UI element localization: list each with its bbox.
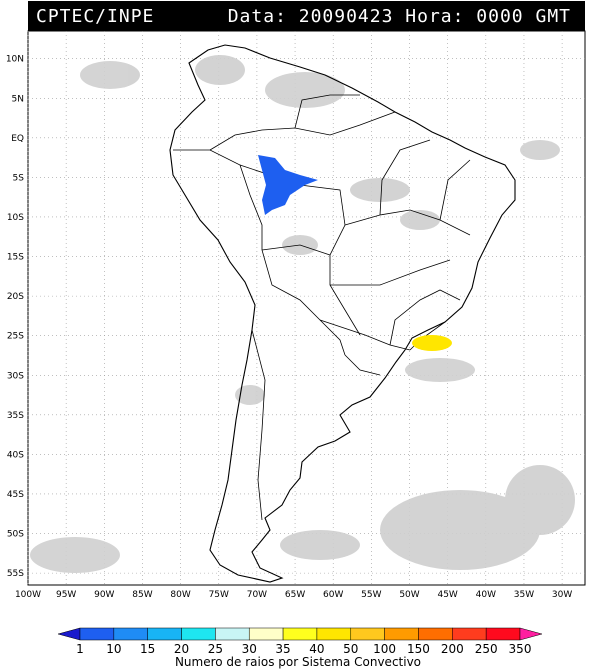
south-america-coastline xyxy=(169,44,516,583)
colorbar-arrow-left xyxy=(57,627,81,641)
colorbar-segment xyxy=(350,627,385,641)
lon-tick-label: 50W xyxy=(399,590,419,600)
lat-tick-label: 25S xyxy=(7,332,24,342)
colorbar-label: 200 xyxy=(441,642,464,656)
convective-system-sul xyxy=(412,335,452,351)
convective-system-amazonas xyxy=(258,155,318,215)
lat-tick-label: EQ xyxy=(11,134,24,144)
colorbar-label: 350 xyxy=(509,642,532,656)
lon-tick-label: 80W xyxy=(170,590,190,600)
lon-tick-label: 75W xyxy=(209,590,229,600)
lon-tick-label: 55W xyxy=(361,590,381,600)
lon-tick-label: 35W xyxy=(514,590,534,600)
cloud-cover xyxy=(30,55,575,573)
lat-tick-label: 30S xyxy=(7,371,24,381)
colorbar-segment xyxy=(452,627,487,641)
lat-tick-label: 20S xyxy=(7,292,24,302)
lon-tick-label: 90W xyxy=(94,590,114,600)
lon-tick-label: 45W xyxy=(437,590,457,600)
colorbar-arrow-right xyxy=(519,627,543,641)
latitude-labels: 10N 5N EQ 5S 10S 15S 20S 25S 30S 35S 40S 45S 50S 55S xyxy=(6,55,24,579)
colorbar-label: 250 xyxy=(475,642,498,656)
lon-tick-label: 100W xyxy=(15,590,41,600)
colorbar-segment xyxy=(248,627,284,641)
colorbar-label: 25 xyxy=(208,642,223,656)
header-datetime: Data: 20090423 Hora: 0000 GMT xyxy=(227,5,571,27)
colorbar: 1 10 15 20 25 30 35 40 50 100 150 200 250 350 xyxy=(57,627,543,656)
lat-tick-label: 10N xyxy=(6,55,24,65)
lat-tick-label: 15S xyxy=(7,253,24,263)
colorbar-label: 150 xyxy=(407,642,430,656)
colorbar-segment xyxy=(79,627,115,641)
longitude-labels: 100W 95W 90W 85W 80W 75W 70W 65W 60W 55W 50W 45W 40W… xyxy=(15,590,572,600)
header-source: CPTEC/INPE xyxy=(36,5,155,27)
colorbar-segment xyxy=(485,627,521,641)
lon-tick-label: 40W xyxy=(476,590,496,600)
colorbar-segment xyxy=(147,627,182,641)
colorbar-label: 15 xyxy=(140,642,155,656)
lon-tick-label: 65W xyxy=(285,590,305,600)
lon-tick-label: 70W xyxy=(247,590,267,600)
colorbar-label: 100 xyxy=(373,642,396,656)
lat-tick-label: 5N xyxy=(12,94,24,104)
colorbar-title: Numero de raios por Sistema Convectivo xyxy=(175,655,421,669)
lat-tick-label: 5S xyxy=(13,173,25,183)
lon-tick-label: 95W xyxy=(56,590,76,600)
lat-tick-label: 40S xyxy=(7,450,24,460)
graticule xyxy=(27,31,585,585)
colorbar-segment xyxy=(418,627,453,641)
lat-tick-label: 50S xyxy=(7,530,24,540)
colorbar-label: 40 xyxy=(309,642,324,656)
colorbar-label: 1 xyxy=(76,642,84,656)
lat-tick-label: 10S xyxy=(7,213,24,223)
colorbar-segment xyxy=(316,627,352,641)
lat-tick-label: 35S xyxy=(7,411,24,421)
colorbar-segment xyxy=(113,627,148,641)
colorbar-label: 20 xyxy=(174,642,189,656)
map-frame xyxy=(27,30,586,586)
colorbar-segment xyxy=(282,627,318,641)
lon-tick-label: 60W xyxy=(323,590,343,600)
lon-tick-label: 30W xyxy=(552,590,572,600)
map-header: CPTEC/INPE Data: 20090423 Hora: 0000 GMT xyxy=(28,1,585,31)
colorbar-label: 35 xyxy=(275,642,290,656)
lon-tick-label: 85W xyxy=(132,590,152,600)
country-borders xyxy=(173,94,471,521)
colorbar-segment xyxy=(215,627,250,641)
lat-tick-label: 45S xyxy=(7,490,24,500)
lat-tick-label: 55S xyxy=(7,569,24,579)
colorbar-label: 50 xyxy=(343,642,358,656)
colorbar-segment xyxy=(181,627,216,641)
colorbar-segment xyxy=(384,627,419,641)
colorbar-label: 30 xyxy=(242,642,257,656)
colorbar-label: 10 xyxy=(106,642,121,656)
